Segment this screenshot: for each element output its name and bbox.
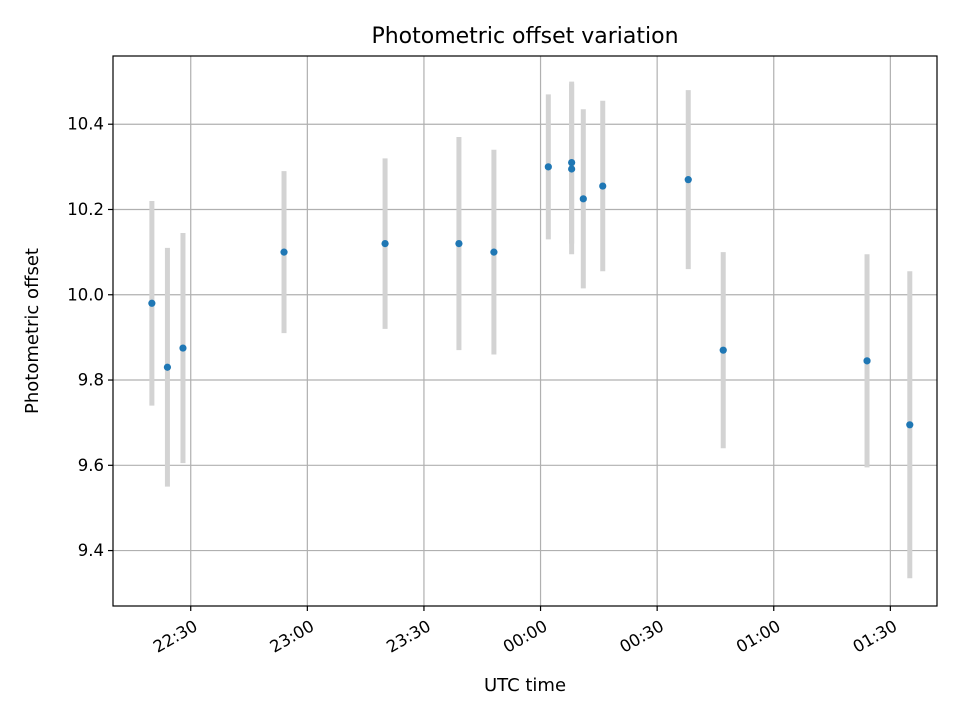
x-tick-label: 22:30	[150, 616, 201, 656]
data-point	[544, 163, 552, 171]
y-tick-label: 9.4	[78, 541, 104, 560]
data-point	[684, 176, 692, 184]
data-point	[381, 239, 389, 248]
data-point	[455, 239, 463, 248]
data-point	[906, 421, 914, 429]
y-axis-label: Photometric offset	[22, 248, 43, 414]
data-point	[568, 165, 576, 173]
data-point	[568, 158, 576, 167]
data-point	[490, 248, 498, 256]
data-point	[579, 195, 587, 203]
data-point	[863, 357, 871, 365]
y-tick-label: 10.2	[67, 200, 104, 219]
x-tick-label: 00:30	[616, 616, 667, 656]
data-points	[148, 158, 914, 429]
grid-lines	[113, 56, 937, 606]
data-point	[163, 363, 172, 371]
x-tick-label: 23:00	[267, 616, 318, 656]
data-point	[599, 182, 607, 190]
chart-title: Photometric offset variation	[371, 24, 678, 49]
x-axis-ticks: 22:30 23:00 23:30 00:00 00:30 01:00 01:30	[150, 606, 900, 657]
y-tick-label: 9.6	[78, 456, 104, 475]
y-tick-label: 10.4	[67, 115, 104, 134]
data-point	[179, 344, 187, 352]
x-tick-label: 01:30	[850, 616, 901, 656]
error-bars	[149, 81, 913, 579]
y-tick-label: 9.8	[78, 371, 104, 390]
data-point	[719, 346, 727, 354]
x-axis-label: UTC time	[484, 675, 566, 696]
data-point	[280, 248, 288, 256]
y-tick-label: 10.0	[67, 285, 104, 304]
plot-frame	[112, 55, 938, 607]
y-axis-ticks: 9.4 9.6 9.8 10.0 10.2 10.4	[67, 115, 113, 560]
data-point	[148, 299, 156, 307]
x-tick-label: 23:30	[383, 616, 434, 656]
x-tick-label: 00:00	[500, 616, 551, 656]
x-tick-label: 01:00	[733, 616, 784, 656]
